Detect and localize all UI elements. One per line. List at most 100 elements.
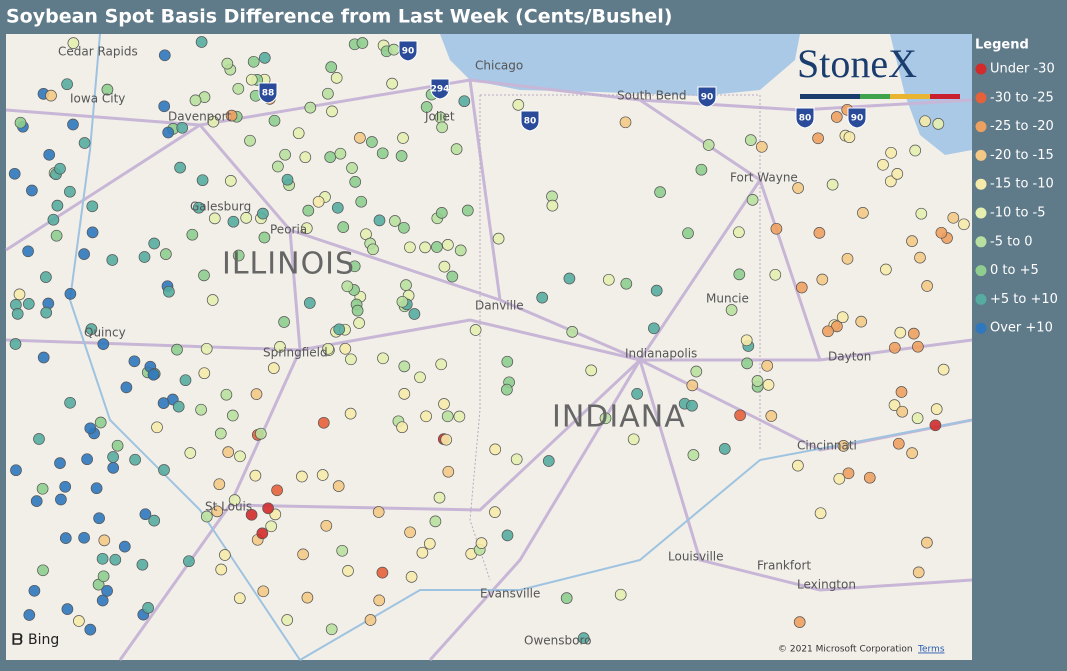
location-marker (935, 226, 948, 239)
location-marker (22, 298, 35, 310)
location-marker (414, 371, 426, 384)
location-marker (292, 127, 305, 140)
place-label: Quincy (84, 326, 126, 340)
location-marker (250, 388, 263, 400)
location-marker (148, 514, 161, 527)
location-marker (64, 185, 76, 198)
location-marker (912, 340, 924, 353)
location-marker (895, 386, 908, 398)
location-marker (906, 447, 918, 459)
location-marker (919, 115, 931, 128)
location-marker (176, 121, 189, 134)
location-marker (405, 571, 418, 583)
state-label: INDIANA (552, 400, 686, 435)
location-marker (792, 459, 804, 472)
location-marker (78, 137, 91, 149)
legend-swatch (975, 265, 987, 277)
title: Soybean Spot Basis Difference from Last … (6, 6, 672, 28)
location-marker (475, 537, 488, 549)
location-marker (398, 388, 411, 400)
location-marker (147, 368, 160, 381)
location-marker (78, 248, 90, 260)
legend-label: -15 to -10 (990, 177, 1054, 192)
location-marker (348, 260, 361, 273)
location-marker (101, 83, 114, 96)
location-marker (765, 410, 778, 422)
location-marker (341, 280, 354, 293)
location-marker (73, 615, 85, 627)
legend-swatch (975, 322, 987, 334)
location-marker (158, 100, 171, 113)
location-marker (420, 101, 433, 113)
legend-label: -5 to 0 (990, 234, 1033, 249)
location-marker (566, 326, 579, 338)
location-marker (355, 195, 368, 208)
location-marker (118, 540, 131, 553)
location-marker (438, 398, 450, 410)
location-marker (333, 323, 346, 336)
location-marker (281, 614, 294, 626)
shield-number: 88 (262, 89, 275, 99)
location-marker (702, 139, 715, 151)
legend-swatch (975, 293, 987, 305)
location-marker (28, 584, 41, 597)
location-marker (257, 585, 270, 598)
map-background (6, 34, 972, 660)
location-marker (614, 588, 627, 601)
location-marker (64, 396, 76, 409)
shield-number: 90 (701, 93, 714, 103)
location-marker (96, 594, 109, 607)
location-marker (744, 134, 757, 146)
location-markers (8, 36, 970, 644)
legend-label: Under -30 (990, 62, 1055, 77)
location-marker (232, 249, 245, 262)
location-marker (96, 552, 109, 565)
location-marker (192, 201, 205, 214)
place-label: Evansville (480, 587, 540, 601)
location-marker (489, 506, 501, 518)
location-marker (740, 334, 753, 347)
location-marker (404, 526, 416, 539)
location-marker (278, 316, 290, 328)
location-marker (54, 162, 66, 175)
location-marker (23, 609, 36, 621)
terms-link[interactable]: Terms (917, 645, 945, 655)
location-marker (501, 355, 514, 368)
location-marker (419, 241, 431, 254)
legend-title: Legend (975, 38, 1029, 53)
location-marker (120, 381, 133, 394)
location-marker (813, 227, 826, 239)
location-marker (43, 148, 56, 161)
location-marker (937, 363, 950, 376)
location-marker (303, 297, 316, 309)
location-marker (51, 199, 64, 212)
location-marker (446, 270, 459, 283)
location-marker (921, 536, 933, 549)
location-marker (958, 218, 970, 231)
location-marker (151, 421, 163, 434)
shield-icon (398, 40, 418, 62)
location-marker (755, 140, 768, 153)
location-marker (906, 235, 918, 247)
location-marker (888, 341, 901, 354)
place-label: Peoria (270, 223, 307, 237)
location-marker (339, 342, 352, 355)
location-marker (224, 175, 237, 187)
location-marker (330, 72, 343, 84)
location-marker (686, 379, 699, 392)
location-marker (377, 352, 389, 365)
location-marker (501, 383, 513, 396)
location-marker (320, 519, 333, 532)
location-marker (317, 416, 330, 429)
location-marker (225, 109, 238, 122)
copyright: © 2021 Microsoft Corporation (778, 645, 913, 655)
location-marker (770, 222, 783, 235)
location-marker (585, 364, 598, 377)
location-marker (322, 342, 334, 355)
location-marker (396, 295, 409, 308)
location-marker (245, 508, 258, 521)
location-marker (888, 399, 901, 411)
location-marker (220, 388, 233, 401)
location-marker (687, 449, 700, 461)
location-marker (650, 284, 663, 297)
